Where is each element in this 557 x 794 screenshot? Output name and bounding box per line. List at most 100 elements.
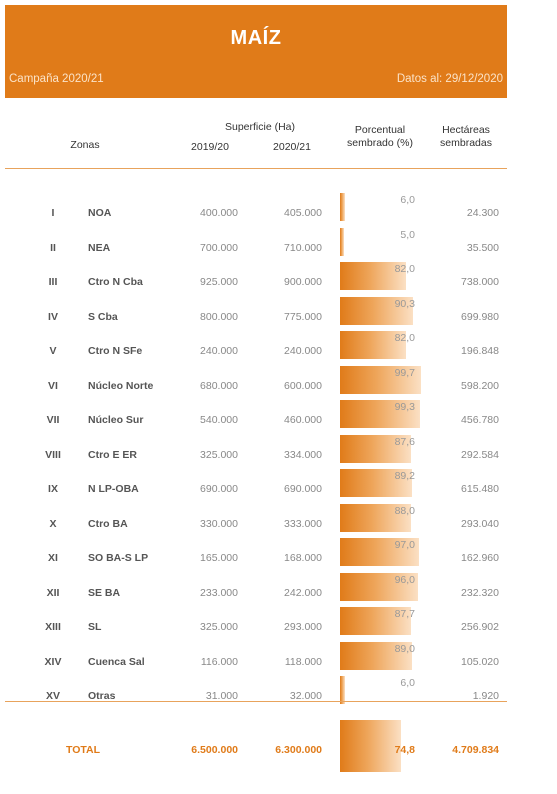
hectareas-sembradas: 699.980 [461, 310, 499, 323]
hectareas-sembradas: 105.020 [461, 655, 499, 668]
pct-bar [340, 331, 407, 359]
pct-header-line2: sembrado (%) [347, 137, 413, 149]
zone-number: III [48, 276, 58, 288]
superficie-2020-21: 775.000 [284, 310, 322, 323]
zone-number: I [51, 207, 55, 219]
hectareas-sembradas: 24.300 [466, 207, 499, 219]
superficie-2019-20: 325.000 [200, 621, 238, 633]
superficie-2019-20: 116.000 [200, 655, 238, 668]
superficie-2019-20: 540.000 [200, 414, 238, 426]
data-date: Datos al: 29/12/2020 [396, 73, 503, 85]
pct-bar [340, 607, 412, 635]
pct-value: 82,0 [394, 263, 415, 275]
zone-number: VII [46, 414, 60, 426]
pct-value: 90,3 [394, 297, 415, 310]
superficie-2019-20: 925.000 [200, 276, 238, 288]
superficie-2019-20: 680.000 [200, 379, 238, 392]
superficie-2019-20: 165.000 [200, 552, 238, 564]
superficie-2019-20: 400.000 [200, 207, 238, 219]
table-row: XIV Cuenca Sal 116.000 118.000 89,0 105.020 [0, 641, 557, 674]
hectareas-sembradas: 162.960 [461, 552, 499, 564]
pct-bar [340, 538, 419, 566]
superficie-2019-20: 233.000 [200, 586, 238, 599]
pct-value: 87,6 [394, 435, 415, 448]
zone-name: SL [88, 621, 102, 633]
table-row: VIII Ctro E ER 325.000 334.000 87,6 292.584 [0, 434, 557, 467]
pct-value: 99,7 [394, 366, 415, 379]
pct-bar [340, 227, 345, 256]
total-s2: 6.300.000 [275, 744, 322, 756]
table-row: IV S Cba 800.000 775.000 90,3 699.980 [0, 296, 557, 329]
superficie-2020-21: 240.000 [284, 345, 322, 357]
superficie-2020-21: 600.000 [284, 379, 322, 392]
pct-bar [340, 572, 418, 601]
superficie-header: Superficie (Ha) [224, 121, 296, 133]
pct-value: 82,0 [394, 332, 415, 344]
ha-header-line1: Hectáreas [442, 124, 490, 136]
pct-value: 89,2 [394, 470, 415, 482]
total-s1: 6.500.000 [191, 744, 238, 756]
zone-number: XI [48, 552, 58, 564]
hectareas-sembradas: 196.848 [461, 345, 499, 357]
hectareas-sembradas: 1.920 [472, 690, 499, 702]
superficie-2020-21: 32.000 [289, 690, 322, 702]
zone-name: SE BA [88, 586, 121, 599]
ha-header: Hectáreas sembradas [426, 124, 506, 150]
ha-header-line2: sembradas [440, 137, 492, 149]
year1-header: 2019/20 [191, 141, 229, 153]
superficie-2019-20: 31.000 [205, 690, 238, 702]
superficie-2020-21: 460.000 [284, 414, 322, 426]
total-label: TOTAL [66, 744, 101, 756]
hectareas-sembradas: 598.200 [461, 379, 499, 392]
superficie-2020-21: 118.000 [284, 655, 322, 668]
report-title: MAÍZ [230, 27, 282, 49]
superficie-2020-21: 242.000 [284, 586, 322, 599]
zone-number: XIV [44, 655, 62, 668]
zone-name: NOA [88, 207, 112, 219]
pct-bar [340, 469, 413, 497]
table-row: XI SO BA-S LP 165.000 168.000 97,0 162.960 [0, 538, 557, 570]
zone-name: SO BA-S LP [88, 552, 149, 564]
superficie-2020-21: 710.000 [284, 241, 322, 254]
hectareas-sembradas: 456.780 [461, 414, 499, 426]
zone-name: Ctro E ER [88, 448, 138, 461]
zone-name: Núcleo Norte [88, 379, 154, 392]
pct-value: 89,0 [394, 642, 415, 655]
superficie-2019-20: 700.000 [200, 241, 238, 254]
pct-bar [340, 365, 421, 394]
zone-name: S Cba [88, 310, 118, 323]
superficie-2019-20: 690.000 [200, 483, 238, 495]
table-row: VII Núcleo Sur 540.000 460.000 99,3 456.780 [0, 400, 557, 432]
pct-value: 6,0 [400, 194, 415, 206]
zone-number: IV [48, 310, 58, 323]
superficie-2020-21: 900.000 [284, 276, 322, 288]
pct-bar [340, 641, 413, 670]
table-row: XV Otras 31.000 32.000 6,0 1.920 [0, 676, 557, 708]
hectareas-sembradas: 256.902 [461, 621, 499, 633]
zone-name: Ctro N SFe [88, 345, 143, 357]
superficie-2019-20: 800.000 [200, 310, 238, 323]
zone-name: Otras [88, 690, 116, 702]
hectareas-sembradas: 292.584 [461, 448, 499, 461]
table-row: X Ctro BA 330.000 333.000 88,0 293.040 [0, 503, 557, 536]
zone-number: XV [45, 690, 60, 702]
pct-value: 99,3 [394, 401, 415, 413]
superficie-2019-20: 240.000 [200, 345, 238, 357]
superficie-2019-20: 330.000 [200, 517, 238, 530]
table-row: XII SE BA 233.000 242.000 96,0 232.320 [0, 572, 557, 605]
table-row: V Ctro N SFe 240.000 240.000 82,0 196.848 [0, 331, 557, 363]
header-divider [5, 168, 507, 169]
year2-header: 2020/21 [273, 141, 311, 153]
total-row: TOTAL 6.500.000 6.300.000 74,8 4.709.834 [0, 720, 557, 772]
pct-value: 87,7 [394, 608, 415, 620]
superficie-2020-21: 333.000 [284, 517, 322, 530]
zone-name: Núcleo Sur [88, 414, 144, 426]
report-header: MAÍZ Campaña 2020/21 Datos al: 29/12/202… [5, 5, 507, 98]
superficie-2020-21: 334.000 [284, 448, 322, 461]
pct-value: 6,0 [400, 677, 415, 689]
superficie-2019-20: 325.000 [200, 448, 238, 461]
pct-bar [340, 676, 345, 704]
hectareas-sembradas: 615.480 [461, 483, 499, 495]
zone-name: N LP-OBA [88, 483, 139, 495]
zonas-header: Zonas [70, 139, 100, 151]
